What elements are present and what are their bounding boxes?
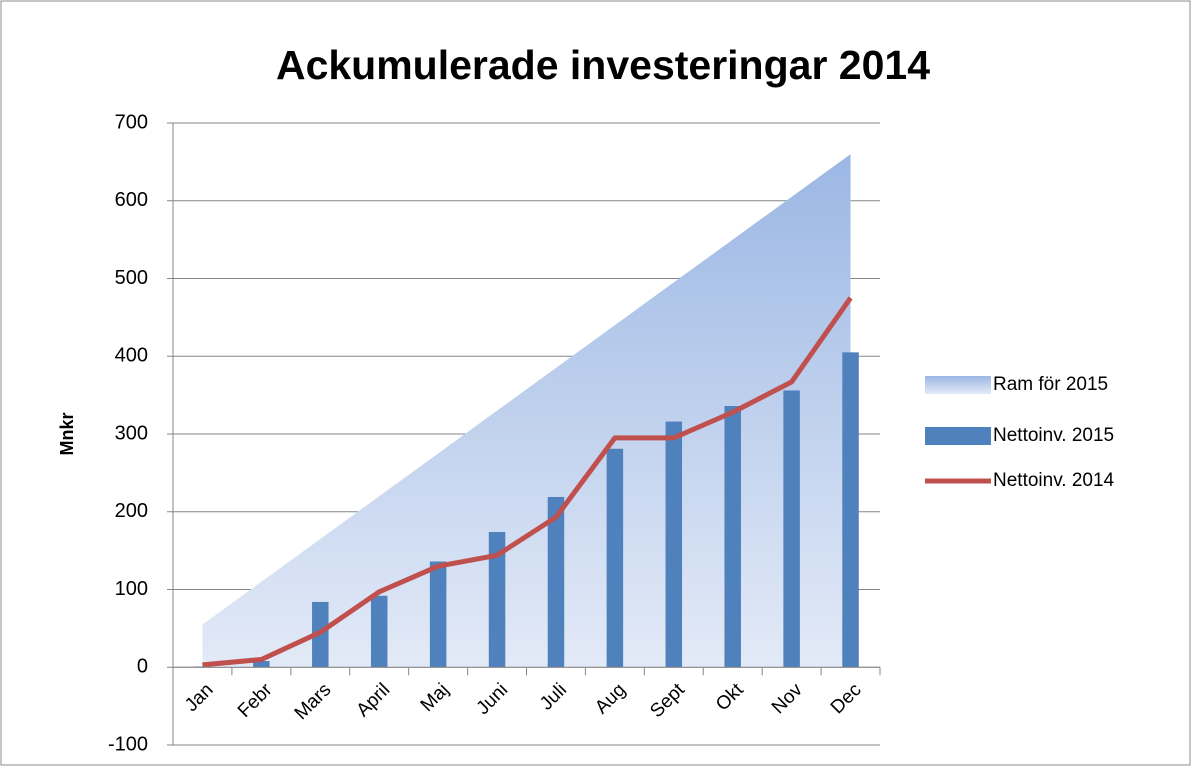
bar [547, 496, 565, 668]
y-tick-label: 500 [115, 267, 148, 289]
bar [606, 448, 624, 668]
y-tick-label: 100 [115, 578, 148, 600]
y-tick-label: 700 [115, 111, 148, 133]
bar [370, 595, 388, 668]
bar [783, 390, 800, 668]
legend-label: Nettoinv. 2014 [993, 470, 1115, 491]
bar [488, 531, 506, 668]
line [202, 296, 853, 668]
bar [429, 561, 447, 668]
y-tick-label: 600 [115, 189, 148, 211]
y-axis-label: Mnkr [57, 412, 77, 455]
bar [724, 406, 741, 668]
legend-swatch [925, 376, 991, 394]
y-tick-label: 400 [115, 345, 148, 367]
legend-swatch [925, 427, 991, 445]
y-tick-label: 0 [137, 656, 148, 678]
y-tick-label: 200 [115, 500, 148, 522]
bar [665, 421, 683, 668]
bar [253, 661, 270, 668]
chart-title: Ackumulerade investeringar 2014 [276, 42, 930, 88]
y-tick-label: 300 [115, 422, 148, 444]
bar [842, 352, 859, 668]
area [202, 154, 851, 668]
legend-label: Ram för 2015 [993, 374, 1108, 395]
y-tick-label: -100 [108, 733, 148, 755]
legend-label: Nettoinv. 2015 [993, 425, 1114, 446]
